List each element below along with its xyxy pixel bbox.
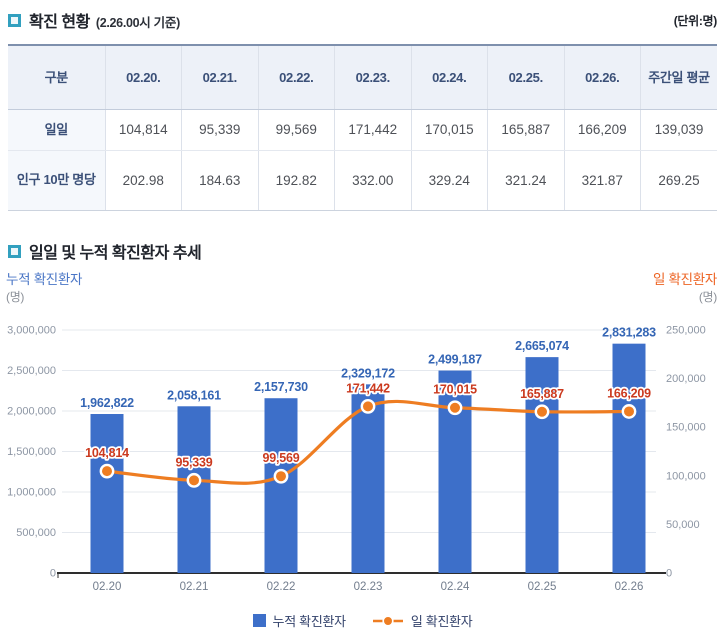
- left-axis-title: 누적 확진환자 (명): [6, 271, 82, 305]
- column-header: 02.26.: [563, 44, 641, 110]
- row-label: 인구 10만 명당: [8, 150, 105, 211]
- svg-text:95,339: 95,339: [175, 455, 212, 469]
- svg-text:2,058,161: 2,058,161: [167, 388, 221, 402]
- svg-text:250,000: 250,000: [666, 325, 706, 337]
- svg-text:170,015: 170,015: [433, 383, 477, 397]
- summary-table-wrap: 구분 02.20. 02.21. 02.22. 02.23. 02.24. 02.25. 02…: [8, 44, 717, 211]
- svg-text:500,000: 500,000: [16, 527, 56, 539]
- column-header: 02.20.: [104, 44, 182, 110]
- svg-text:0: 0: [666, 568, 672, 580]
- bar-series-swatch-icon: [252, 614, 266, 627]
- legend-item-cumulative: 누적 확진환자: [252, 611, 347, 630]
- svg-text:1,000,000: 1,000,000: [7, 487, 56, 499]
- table-cell: 269.25: [640, 150, 717, 211]
- svg-text:2,665,074: 2,665,074: [515, 339, 569, 353]
- table-cell: 171,442: [334, 109, 411, 151]
- section1-subtitle: (2.26.00시 기준): [95, 15, 180, 30]
- table-cell: 321.24: [487, 150, 564, 211]
- square-bullet-icon: [8, 244, 21, 258]
- table-body: 일일 104,814 95,339 99,569 171,442 170,015 165,8…: [8, 109, 717, 211]
- column-header: 주간일 평균: [640, 44, 717, 110]
- summary-table: 구분 02.20. 02.21. 02.22. 02.23. 02.24. 02.25. 02…: [8, 44, 717, 211]
- svg-text:1,500,000: 1,500,000: [7, 446, 56, 458]
- legend-label-cumulative: 누적 확진환자: [272, 614, 347, 629]
- table-header-row: 구분 02.20. 02.21. 02.22. 02.23. 02.24. 02.25. 02…: [8, 44, 717, 110]
- table-row: 인구 10만 명당 202.98 184.63 192.82 332.00 329.24 3…: [8, 150, 717, 211]
- table-cell: 166,209: [563, 109, 641, 151]
- svg-text:3,000,000: 3,000,000: [7, 325, 56, 337]
- column-header: 구분: [8, 44, 105, 110]
- chart-area: 누적 확진환자 (명) 일 확진환자 (명) 0 500,000 1,000,000…: [0, 265, 725, 641]
- line-series-swatch-icon: [372, 614, 403, 627]
- svg-text:150,000: 150,000: [666, 422, 706, 434]
- column-header: 02.21.: [181, 44, 258, 110]
- unit-note: (단위:명): [673, 13, 718, 28]
- table-cell: 321.87: [563, 150, 641, 211]
- svg-text:02.26: 02.26: [615, 581, 644, 593]
- svg-text:100,000: 100,000: [666, 470, 706, 482]
- table-cell: 104,814: [104, 109, 182, 151]
- table-cell: 170,015: [410, 109, 488, 151]
- legend-item-daily: 일 확진환자: [372, 611, 473, 630]
- section1-header: 확진 현황 (2.26.00시 기준) (단위:명): [8, 8, 717, 32]
- section2-header: 일일 및 누적 확진환자 추세: [8, 239, 717, 263]
- combo-chart: 0 500,000 1,000,000 1,500,000 2,000,000 2,500…: [7, 325, 706, 594]
- table-cell: 95,339: [181, 109, 258, 151]
- section1-title: 확진 현황: [29, 14, 90, 31]
- table-cell: 192.82: [257, 150, 335, 211]
- svg-text:166,209: 166,209: [607, 386, 651, 400]
- column-header: 02.24.: [410, 44, 488, 110]
- svg-text:2,831,283: 2,831,283: [602, 326, 656, 340]
- legend-label-daily: 일 확진환자: [410, 614, 473, 629]
- svg-text:200,000: 200,000: [666, 373, 706, 385]
- right-axis-title-text: 일 확진환자: [652, 272, 717, 287]
- svg-text:50,000: 50,000: [666, 519, 700, 531]
- svg-text:2,500,000: 2,500,000: [7, 365, 56, 377]
- table-cell: 184.63: [181, 150, 258, 211]
- square-bullet-icon: [8, 13, 21, 27]
- svg-text:2,499,187: 2,499,187: [428, 353, 482, 367]
- svg-text:02.24: 02.24: [441, 581, 470, 593]
- svg-text:2,157,730: 2,157,730: [254, 380, 308, 394]
- svg-text:02.22: 02.22: [267, 581, 296, 593]
- column-header: 02.25.: [487, 44, 564, 110]
- svg-text:0: 0: [50, 568, 56, 580]
- svg-text:104,814: 104,814: [85, 446, 129, 460]
- left-axis-unit: (명): [6, 290, 25, 305]
- svg-text:02.25: 02.25: [528, 581, 557, 593]
- svg-text:165,887: 165,887: [520, 387, 564, 401]
- svg-text:02.23: 02.23: [354, 581, 383, 593]
- column-header: 02.22.: [257, 44, 335, 110]
- right-axis-title: 일 확진환자 (명): [653, 271, 717, 305]
- chart-legend: 누적 확진환자 일 확진환자: [0, 611, 725, 630]
- svg-text:2,329,172: 2,329,172: [341, 366, 395, 380]
- left-axis-title-text: 누적 확진환자: [6, 272, 83, 287]
- section2-title: 일일 및 누적 확진환자 추세: [29, 245, 202, 262]
- table-cell: 139,039: [640, 109, 717, 151]
- table-cell: 165,887: [487, 109, 564, 151]
- svg-text:171,442: 171,442: [346, 381, 390, 395]
- table-cell: 99,569: [257, 109, 335, 151]
- svg-text:1,962,822: 1,962,822: [80, 396, 134, 410]
- table-row: 일일 104,814 95,339 99,569 171,442 170,015 165,8…: [8, 109, 717, 151]
- table-cell: 202.98: [104, 150, 182, 211]
- row-label: 일일: [8, 109, 105, 151]
- table-cell: 329.24: [410, 150, 488, 211]
- column-header: 02.23.: [334, 44, 411, 110]
- svg-text:99,569: 99,569: [262, 451, 299, 465]
- svg-text:2,000,000: 2,000,000: [7, 406, 56, 418]
- svg-text:02.20: 02.20: [93, 581, 122, 593]
- table-cell: 332.00: [334, 150, 411, 211]
- table-head: 구분 02.20. 02.21. 02.22. 02.23. 02.24. 02.25. 02…: [8, 44, 717, 110]
- svg-text:02.21: 02.21: [180, 581, 209, 593]
- right-axis-unit: (명): [698, 290, 717, 305]
